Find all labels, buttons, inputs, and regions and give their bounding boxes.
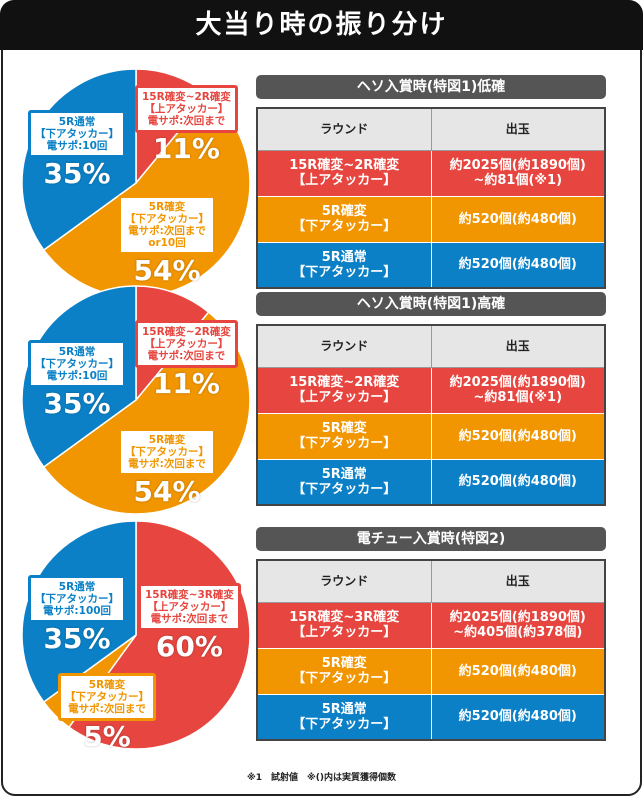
pie-label: 5R確変 【下アタッカー】 電サポ:次回まで 54% xyxy=(118,428,216,508)
round-cell: 5R通常 【下アタッカー】 xyxy=(256,241,432,289)
payout-cell: 約520個(約480個) xyxy=(430,195,606,243)
column-header: ラウンド xyxy=(256,107,432,151)
table-row: 5R確変 【下アタッカー】 約520個(約480個) xyxy=(256,647,606,695)
table-row: 5R通常 【下アタッカー】 約520個(約480個) xyxy=(256,241,606,289)
round-cell: 15R確変~3R確変 【上アタッカー】 xyxy=(256,601,432,649)
section-heading: ヘソ入賞時(特図1)高確 xyxy=(256,292,606,316)
distribution-section: ヘソ入賞時(特図1)低確ラウンド 出玉 15R確変~2R確変 【上アタッカー】 約202… xyxy=(256,75,606,289)
table-row: 5R通常 【下アタッカー】 約520個(約480個) xyxy=(256,458,606,506)
table-header: ラウンド 出玉 xyxy=(256,324,606,368)
distribution-section: ヘソ入賞時(特図1)高確ラウンド 出玉 15R確変~2R確変 【上アタッカー】 約202… xyxy=(256,292,606,506)
pie-label: 5R通常 【下アタッカー】 電サポ:10回 35% xyxy=(28,110,126,190)
payout-cell: 約2025個(約1890個) ~約81個(※1) xyxy=(430,366,606,414)
pie-label: 5R確変 【下アタッカー】 電サポ:次回まで or10回 54% xyxy=(118,195,216,287)
page-title: 大当り時の振り分け xyxy=(0,0,643,50)
section-heading: 電チュー入賞時(特図2) xyxy=(256,527,606,551)
payout-cell: 約2025個(約1890個) ~約405個(約378個) xyxy=(430,601,606,649)
pie-label: 15R確変~3R確変 【上アタッカー】 電サポ:次回まで 60% xyxy=(138,583,241,663)
payout-table: ラウンド 出玉 15R確変~3R確変 【上アタッカー】 約2025個(約1890個) ~約… xyxy=(256,559,606,741)
payout-cell: 約2025個(約1890個) ~約81個(※1) xyxy=(430,149,606,197)
pie-percent: 35% xyxy=(43,622,111,655)
pie-label: 15R確変~2R確変 【上アタッカー】 電サポ:次回まで 11% xyxy=(135,85,238,165)
pie-label-text: 15R確変~2R確変 【上アタッカー】 電サポ:次回まで xyxy=(135,320,238,368)
round-cell: 5R通常 【下アタッカー】 xyxy=(256,693,432,741)
pie-percent: 60% xyxy=(155,630,223,663)
pie-percent: 54% xyxy=(133,475,201,508)
table-row: 15R確変~3R確変 【上アタッカー】 約2025個(約1890個) ~約405個(約… xyxy=(256,601,606,649)
table-header: ラウンド 出玉 xyxy=(256,559,606,603)
pie-percent: 11% xyxy=(152,367,220,400)
table-row: 5R確変 【下アタッカー】 約520個(約480個) xyxy=(256,195,606,243)
payout-table: ラウンド 出玉 15R確変~2R確変 【上アタッカー】 約2025個(約1890個) ~約… xyxy=(256,324,606,506)
column-header: 出玉 xyxy=(430,559,606,603)
payout-cell: 約520個(約480個) xyxy=(430,693,606,741)
payout-cell: 約520個(約480個) xyxy=(430,241,606,289)
round-cell: 15R確変~2R確変 【上アタッカー】 xyxy=(256,366,432,414)
payout-cell: 約520個(約480個) xyxy=(430,458,606,506)
pie-label-text: 5R確変 【下アタッカー】 電サポ:次回まで xyxy=(118,428,216,476)
column-header: 出玉 xyxy=(430,107,606,151)
pie-label-text: 5R確変 【下アタッカー】 電サポ:次回まで xyxy=(58,673,156,721)
table-header: ラウンド 出玉 xyxy=(256,107,606,151)
column-header: 出玉 xyxy=(430,324,606,368)
round-cell: 15R確変~2R確変 【上アタッカー】 xyxy=(256,149,432,197)
pie-label: 5R通常 【下アタッカー】 電サポ:10回 35% xyxy=(28,340,126,420)
round-cell: 5R確変 【下アタッカー】 xyxy=(256,647,432,695)
payout-table: ラウンド 出玉 15R確変~2R確変 【上アタッカー】 約2025個(約1890個) ~約… xyxy=(256,107,606,289)
table-row: 5R通常 【下アタッカー】 約520個(約480個) xyxy=(256,693,606,741)
pie-label-text: 15R確変~2R確変 【上アタッカー】 電サポ:次回まで xyxy=(135,85,238,133)
column-header: ラウンド xyxy=(256,559,432,603)
payout-cell: 約520個(約480個) xyxy=(430,647,606,695)
pie-percent: 5% xyxy=(83,720,131,753)
table-row: 5R確変 【下アタッカー】 約520個(約480個) xyxy=(256,412,606,460)
section-heading: ヘソ入賞時(特図1)低確 xyxy=(256,75,606,99)
pie-percent: 11% xyxy=(152,132,220,165)
pie-label-text: 15R確変~3R確変 【上アタッカー】 電サポ:次回まで xyxy=(138,583,241,631)
column-header: ラウンド xyxy=(256,324,432,368)
pie-label: 15R確変~2R確変 【上アタッカー】 電サポ:次回まで 11% xyxy=(135,320,238,400)
round-cell: 5R確変 【下アタッカー】 xyxy=(256,195,432,243)
pie-percent: 35% xyxy=(43,387,111,420)
table-row: 15R確変~2R確変 【上アタッカー】 約2025個(約1890個) ~約81個(※1… xyxy=(256,366,606,414)
payout-cell: 約520個(約480個) xyxy=(430,412,606,460)
pie-label-text: 5R通常 【下アタッカー】 電サポ:10回 xyxy=(28,340,126,388)
pie-percent: 35% xyxy=(43,157,111,190)
table-row: 15R確変~2R確変 【上アタッカー】 約2025個(約1890個) ~約81個(※1… xyxy=(256,149,606,197)
pie-label-text: 5R通常 【下アタッカー】 電サポ:10回 xyxy=(28,110,126,158)
pie-label-text: 5R確変 【下アタッカー】 電サポ:次回まで or10回 xyxy=(118,195,216,255)
round-cell: 5R通常 【下アタッカー】 xyxy=(256,458,432,506)
pie-percent: 54% xyxy=(133,254,201,287)
pie-label: 5R確変 【下アタッカー】 電サポ:次回まで 5% xyxy=(58,673,156,753)
pie-label: 5R通常 【下アタッカー】 電サポ:100回 35% xyxy=(28,575,126,655)
pie-label-text: 5R通常 【下アタッカー】 電サポ:100回 xyxy=(28,575,126,623)
distribution-section: 電チュー入賞時(特図2) ラウンド 出玉 15R確変~3R確変 【上アタッカー】 約202… xyxy=(256,527,606,741)
footnote: ※1 試射値 ※()内は実質獲得個数 xyxy=(247,773,396,783)
round-cell: 5R確変 【下アタッカー】 xyxy=(256,412,432,460)
